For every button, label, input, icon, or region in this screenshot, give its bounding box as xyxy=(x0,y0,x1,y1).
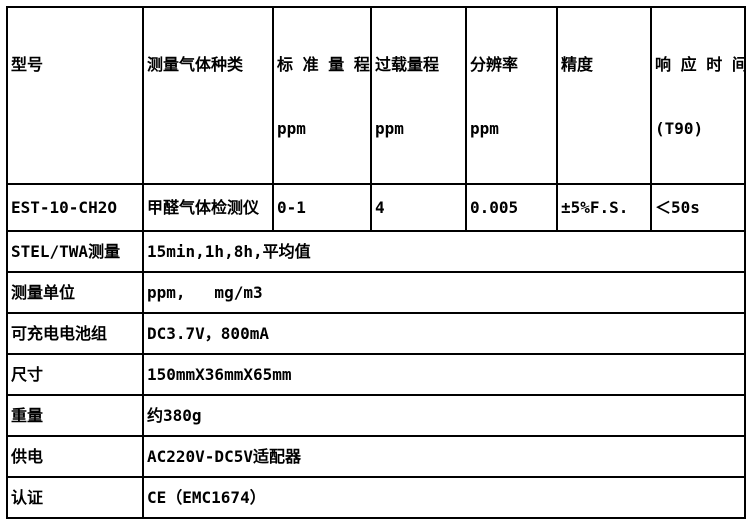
row-label: 可充电电池组 xyxy=(6,311,144,355)
row-value: ppm, mg/m3 xyxy=(142,270,746,314)
row-value: CE（EMC1674） xyxy=(142,475,746,519)
cell-model-value: EST-10-CH2O xyxy=(6,182,144,232)
spec-table: 型号 测量气体种类 标 准 量 程 ppm 过载量程 ppm 分辨率 ppm 精… xyxy=(6,6,746,519)
row-measure-unit: 测量单位 ppm, mg/m3 xyxy=(6,270,746,314)
row-certification: 认证 CE（EMC1674） xyxy=(6,475,746,519)
spec-row: EST-10-CH2O 甲醛气体检测仪 0-1 4 0.005 ±5%F.S. … xyxy=(6,182,746,232)
row-stel-twa: STEL/TWA测量 15min,1h,8h,平均值 xyxy=(6,229,746,273)
header-unit: ppm xyxy=(470,118,499,138)
cell-resolution-value: 0.005 xyxy=(465,182,558,232)
row-weight: 重量 约380g xyxy=(6,393,746,437)
cell-accuracy-value: ±5%F.S. xyxy=(556,182,652,232)
row-label: 测量单位 xyxy=(6,270,144,314)
row-label: STEL/TWA测量 xyxy=(6,229,144,273)
row-value: AC220V-DC5V适配器 xyxy=(142,434,746,478)
cell-overload-range-value: 4 xyxy=(370,182,467,232)
cell-response-time-value: ＜50s xyxy=(650,182,746,232)
header-cell-gas-type: 测量气体种类 xyxy=(142,6,274,185)
row-label: 尺寸 xyxy=(6,352,144,396)
row-value: 150mmX36mmX65mm xyxy=(142,352,746,396)
header-label: 过载量程 xyxy=(375,55,440,75)
header-unit: ppm xyxy=(375,118,404,138)
header-unit: (T90) xyxy=(655,118,704,138)
header-label: 分辨率 xyxy=(470,55,519,75)
header-label: 测量气体种类 xyxy=(147,55,244,75)
row-battery: 可充电电池组 DC3.7V，800mA xyxy=(6,311,746,355)
header-cell-response-time: 响 应 时 间 (T90) xyxy=(650,6,746,185)
header-row: 型号 测量气体种类 标 准 量 程 ppm 过载量程 ppm 分辨率 ppm 精… xyxy=(6,6,746,185)
header-cell-accuracy: 精度 xyxy=(556,6,652,185)
header-cell-overload-range: 过载量程 ppm xyxy=(370,6,467,185)
header-label: 响 应 时 间 xyxy=(655,55,745,75)
header-cell-standard-range: 标 准 量 程 ppm xyxy=(272,6,372,185)
row-label: 供电 xyxy=(6,434,144,478)
row-label: 认证 xyxy=(6,475,144,519)
header-label: 精度 xyxy=(561,55,594,75)
cell-standard-range-value: 0-1 xyxy=(272,182,372,232)
row-value: 约380g xyxy=(142,393,746,437)
header-label: 型号 xyxy=(11,55,44,75)
row-power-supply: 供电 AC220V-DC5V适配器 xyxy=(6,434,746,478)
header-cell-model: 型号 xyxy=(6,6,144,185)
header-cell-resolution: 分辨率 ppm xyxy=(465,6,558,185)
row-value: DC3.7V，800mA xyxy=(142,311,746,355)
row-label: 重量 xyxy=(6,393,144,437)
cell-gas-type-value: 甲醛气体检测仪 xyxy=(142,182,274,232)
header-label: 标 准 量 程 xyxy=(277,55,370,75)
row-value: 15min,1h,8h,平均值 xyxy=(142,229,746,273)
header-unit: ppm xyxy=(277,118,306,138)
row-dimensions: 尺寸 150mmX36mmX65mm xyxy=(6,352,746,396)
